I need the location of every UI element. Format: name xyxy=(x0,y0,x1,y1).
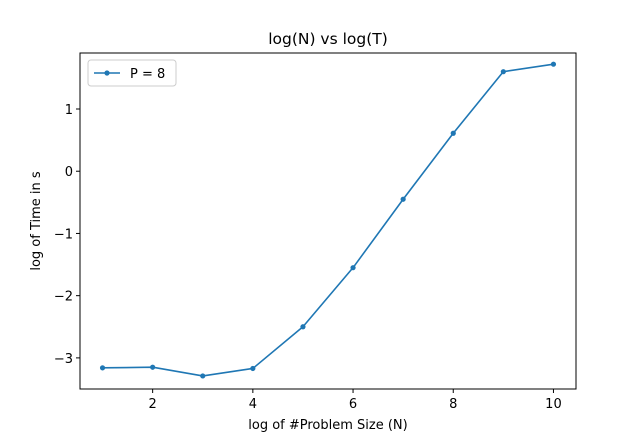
legend-label: P = 8 xyxy=(130,67,165,82)
data-point xyxy=(550,61,557,67)
y-tick-label: −2 xyxy=(54,290,73,305)
chart-title: log(N) vs log(T) xyxy=(268,30,388,48)
data-point xyxy=(500,69,506,75)
x-tick-label: 10 xyxy=(545,397,562,412)
data-point xyxy=(350,265,356,271)
plot-area xyxy=(99,61,557,379)
data-point xyxy=(400,196,406,202)
data-point xyxy=(250,365,256,372)
legend-marker xyxy=(104,70,110,76)
x-tick-label: 2 xyxy=(149,397,157,412)
data-point xyxy=(300,324,306,330)
y-tick-label: 0 xyxy=(65,165,73,180)
data-point xyxy=(150,364,156,370)
x-tick-label: 4 xyxy=(249,397,257,412)
x-axis-title: log of #Problem Size (N) xyxy=(248,418,407,433)
y-tick-label: −3 xyxy=(54,352,73,367)
plot-frame xyxy=(79,52,577,390)
x-tick-label: 6 xyxy=(349,397,357,412)
data-point xyxy=(99,365,106,371)
axis-ticks: 2 4 6 8 10 −3 −2 −1 0 1 xyxy=(54,103,562,412)
data-point xyxy=(200,373,206,379)
y-tick-label: −1 xyxy=(54,227,73,242)
legend: P = 8 xyxy=(87,59,177,87)
y-axis-title: log of Time in s xyxy=(29,171,44,271)
x-tick-label: 8 xyxy=(449,397,457,412)
legend-box xyxy=(87,59,177,87)
series-line xyxy=(102,63,554,377)
data-point xyxy=(450,130,456,136)
y-tick-label: 1 xyxy=(65,103,73,118)
